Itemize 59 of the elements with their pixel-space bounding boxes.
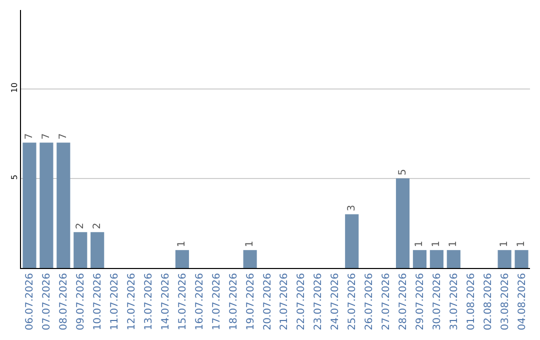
data-label: 2 <box>74 222 86 230</box>
x-tick-label: 07.07.2026 <box>42 273 53 330</box>
data-label: 1 <box>414 240 426 248</box>
data-label: 2 <box>92 222 103 230</box>
data-label: 7 <box>58 133 69 140</box>
x-tick-label: 02.08.2026 <box>482 273 494 330</box>
x-tick-label: 20.07.2026 <box>262 273 274 330</box>
data-label: 5 <box>397 169 408 176</box>
y-tick-label: 10 <box>10 82 19 93</box>
bar <box>74 232 88 268</box>
bar <box>446 250 460 268</box>
bar <box>175 250 189 268</box>
data-label: 1 <box>499 240 510 248</box>
x-tick-label: 25.07.2026 <box>347 273 358 330</box>
data-label: 7 <box>24 133 35 140</box>
bar <box>430 250 444 268</box>
data-label: 3 <box>346 204 358 212</box>
bar <box>40 142 54 268</box>
bar <box>22 142 36 268</box>
x-tick-label: 10.07.2026 <box>92 273 104 330</box>
bar <box>90 232 104 268</box>
x-tick-label: 29.07.2026 <box>414 273 426 330</box>
x-tick-label: 06.07.2026 <box>24 273 36 330</box>
x-tick-label: 27.07.2026 <box>381 273 392 330</box>
x-tick-label: 03.08.2026 <box>500 273 511 330</box>
data-label: 1 <box>431 240 442 248</box>
x-tick-label: 12.07.2026 <box>126 273 138 330</box>
x-tick-label: 22.07.2026 <box>296 273 308 330</box>
x-tick-label: 23.07.2026 <box>313 273 324 330</box>
x-tick-label: 11.07.2026 <box>110 273 121 330</box>
x-tick-label: 04.08.2026 <box>516 273 528 330</box>
x-tick-label: 17.07.2026 <box>211 273 222 330</box>
x-tick-label: 19.07.2026 <box>245 273 256 330</box>
bar <box>412 250 426 268</box>
x-tick-label: 18.07.2026 <box>228 273 240 330</box>
x-tick-label: 30.07.2026 <box>432 273 443 330</box>
data-label: 1 <box>244 240 256 248</box>
bar <box>56 142 70 268</box>
x-tick-label: 15.07.2026 <box>177 273 188 330</box>
x-tick-label: 31.07.2026 <box>448 273 460 330</box>
x-tick-label: 08.07.2026 <box>58 273 70 330</box>
bar <box>498 250 512 268</box>
x-tick-label: 01.08.2026 <box>466 273 477 330</box>
x-tick-label: 26.07.2026 <box>364 273 376 330</box>
x-tick-label: 14.07.2026 <box>160 273 172 330</box>
x-tick-label: 16.07.2026 <box>194 273 206 330</box>
data-label: 7 <box>40 133 52 140</box>
bar <box>345 214 359 268</box>
data-label: 1 <box>448 240 460 248</box>
x-tick-label: 24.07.2026 <box>330 273 342 330</box>
x-tick-label: 21.07.2026 <box>279 273 290 330</box>
x-tick-label: 13.07.2026 <box>144 273 154 330</box>
bar <box>396 178 410 268</box>
data-label: 1 <box>516 240 528 248</box>
data-label: 1 <box>176 240 188 248</box>
x-tick-label: 28.07.2026 <box>398 273 409 330</box>
x-tick-label: 09.07.2026 <box>76 273 87 330</box>
bar <box>243 250 257 268</box>
bar <box>514 250 528 268</box>
